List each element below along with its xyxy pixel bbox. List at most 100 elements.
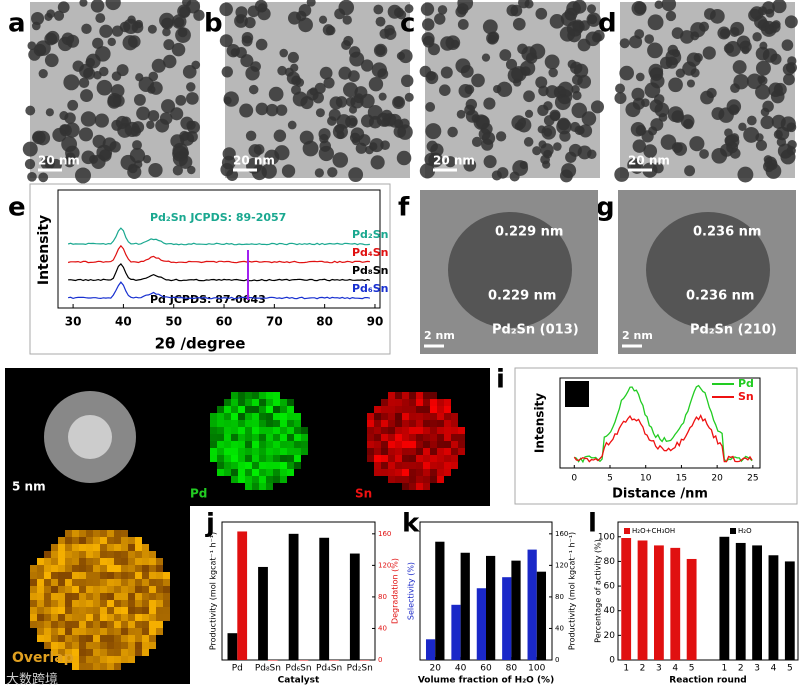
map-pixel: [135, 565, 142, 572]
particle: [559, 130, 571, 142]
x-tick-label: 5: [607, 474, 613, 484]
map-pixel: [259, 476, 266, 483]
channel-label: Pd: [190, 487, 207, 501]
particle: [253, 144, 265, 155]
particle: [614, 92, 627, 105]
map-pixel: [395, 427, 402, 434]
map-pixel: [135, 579, 142, 586]
map-pixel: [224, 434, 231, 441]
map-pixel: [128, 642, 135, 649]
map-pixel: [37, 572, 44, 579]
map-pixel: [451, 427, 458, 434]
map-pixel: [259, 469, 266, 476]
particle: [182, 64, 197, 79]
particle: [27, 172, 37, 182]
map-pixel: [79, 635, 86, 642]
map-pixel: [238, 427, 245, 434]
scale-label: 20 nm: [433, 154, 475, 168]
particle: [513, 78, 522, 87]
particle: [277, 65, 287, 76]
map-pixel: [252, 399, 259, 406]
y2-tick-label: 160: [378, 530, 391, 538]
map-pixel: [409, 406, 416, 413]
watermark: 大数跨境: [6, 673, 58, 688]
map-pixel: [259, 399, 266, 406]
map-pixel: [287, 434, 294, 441]
particle: [783, 73, 795, 86]
particle: [724, 128, 733, 137]
map-pixel: [381, 455, 388, 462]
map-pixel: [58, 544, 65, 551]
particle: [341, 40, 352, 51]
particle: [523, 137, 534, 147]
map-pixel: [451, 448, 458, 455]
map-pixel: [142, 593, 149, 600]
map-pixel: [114, 649, 121, 656]
bar: [752, 545, 762, 660]
particle: [175, 94, 187, 106]
x-tick-label: 70: [266, 315, 283, 329]
particle: [587, 149, 597, 159]
map-pixel: [409, 420, 416, 427]
map-pixel: [128, 579, 135, 586]
particle: [328, 108, 341, 121]
particle: [368, 76, 384, 92]
particle: [335, 96, 348, 108]
particle: [90, 0, 105, 13]
map-pixel: [58, 649, 65, 656]
map-pixel: [79, 593, 86, 600]
particle: [553, 142, 562, 151]
particle: [572, 0, 587, 14]
x-tick-label: 1: [721, 664, 727, 674]
map-pixel: [142, 628, 149, 635]
particle: [573, 63, 589, 79]
bar: [349, 553, 360, 660]
map-pixel: [65, 628, 72, 635]
particle: [646, 212, 770, 328]
particle: [719, 28, 731, 39]
scale-label: 20 nm: [38, 154, 80, 168]
particle: [131, 121, 145, 134]
map-pixel: [100, 663, 107, 670]
map-pixel: [266, 441, 273, 448]
map-pixel: [416, 399, 423, 406]
map-pixel: [44, 621, 51, 628]
map-pixel: [266, 427, 273, 434]
x-tick-label: 80: [316, 315, 333, 329]
map-pixel: [163, 607, 170, 614]
map-pixel: [100, 607, 107, 614]
map-pixel: [72, 586, 79, 593]
map-pixel: [374, 420, 381, 427]
particle: [689, 136, 705, 152]
map-pixel: [51, 558, 58, 565]
particle: [343, 82, 358, 98]
map-pixel: [121, 614, 128, 621]
particle: [348, 105, 358, 114]
particle: [360, 114, 375, 128]
particle: [586, 4, 597, 14]
particle: [772, 0, 787, 14]
map-pixel: [93, 600, 100, 607]
plane: Pd₂Sn (013): [492, 323, 579, 338]
map-pixel: [65, 551, 72, 558]
map-pixel: [252, 483, 259, 490]
particle: [298, 17, 313, 33]
map-pixel: [93, 614, 100, 621]
map-pixel: [114, 607, 121, 614]
panel-label: a: [8, 9, 26, 39]
map-pixel: [86, 656, 93, 663]
particle: [448, 212, 572, 328]
map-pixel: [107, 530, 114, 537]
map-pixel: [156, 579, 163, 586]
map-pixel: [388, 455, 395, 462]
particle: [444, 156, 456, 168]
map-pixel: [444, 413, 451, 420]
map-pixel: [259, 455, 266, 462]
map-pixel: [388, 441, 395, 448]
particle: [535, 76, 548, 89]
particle: [105, 0, 121, 11]
map-pixel: [72, 642, 79, 649]
particle: [147, 85, 156, 94]
map-pixel: [287, 420, 294, 427]
map-pixel: [266, 476, 273, 483]
